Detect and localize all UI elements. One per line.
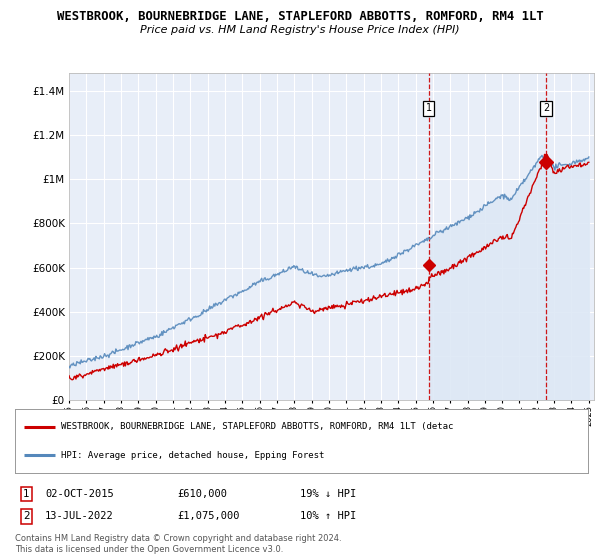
Text: HPI: Average price, detached house, Epping Forest: HPI: Average price, detached house, Eppi… — [61, 451, 324, 460]
Text: 2: 2 — [23, 511, 30, 521]
Text: WESTBROOK, BOURNEBRIDGE LANE, STAPLEFORD ABBOTTS, ROMFORD, RM4 1LT: WESTBROOK, BOURNEBRIDGE LANE, STAPLEFORD… — [56, 10, 544, 22]
Text: Price paid vs. HM Land Registry's House Price Index (HPI): Price paid vs. HM Land Registry's House … — [140, 25, 460, 35]
Text: WESTBROOK, BOURNEBRIDGE LANE, STAPLEFORD ABBOTTS, ROMFORD, RM4 1LT (detac: WESTBROOK, BOURNEBRIDGE LANE, STAPLEFORD… — [61, 422, 453, 431]
Text: 02-OCT-2015: 02-OCT-2015 — [45, 489, 114, 499]
Text: 1: 1 — [23, 489, 30, 499]
Text: 13-JUL-2022: 13-JUL-2022 — [45, 511, 114, 521]
Text: 1: 1 — [425, 103, 431, 113]
Text: £610,000: £610,000 — [177, 489, 227, 499]
Text: £1,075,000: £1,075,000 — [177, 511, 239, 521]
Text: 19% ↓ HPI: 19% ↓ HPI — [300, 489, 356, 499]
Text: 2: 2 — [543, 103, 549, 113]
Text: 10% ↑ HPI: 10% ↑ HPI — [300, 511, 356, 521]
Text: Contains HM Land Registry data © Crown copyright and database right 2024.
This d: Contains HM Land Registry data © Crown c… — [15, 534, 341, 554]
